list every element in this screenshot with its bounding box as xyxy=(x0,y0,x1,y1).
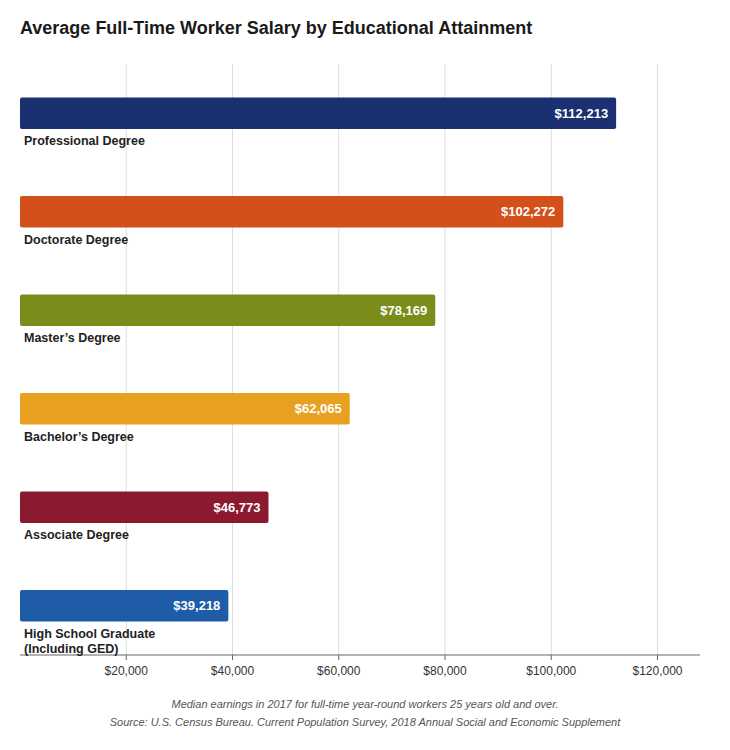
title: Average Full-Time Worker Salary by Educa… xyxy=(20,18,532,38)
bar xyxy=(20,491,268,523)
category-label: Doctorate Degree xyxy=(24,233,128,247)
category-label: High School Graduate(Including GED) xyxy=(24,627,155,656)
tick-label: $80,000 xyxy=(423,664,467,678)
data-label: $39,218 xyxy=(173,598,220,613)
category-label-line: Master’s Degree xyxy=(24,331,121,345)
tick-label: $20,000 xyxy=(105,664,149,678)
grid-line xyxy=(232,64,233,655)
bar xyxy=(20,97,616,129)
data-label: $46,773 xyxy=(213,500,260,515)
data-label: $78,169 xyxy=(380,303,427,318)
grid-line xyxy=(551,64,552,655)
tick-label: $100,000 xyxy=(526,664,576,678)
data-label: $62,065 xyxy=(295,401,342,416)
category-label-line: (Including GED) xyxy=(24,642,118,656)
category-label: Master’s Degree xyxy=(24,331,121,345)
chart: Average Full-Time Worker Salary by Educa… xyxy=(0,0,730,750)
category-label-line: Professional Degree xyxy=(24,134,145,148)
tick-label: $120,000 xyxy=(632,664,682,678)
x-tick-labels: $20,000 $40,000 $60,000 $80,000 $100,000 $120… xyxy=(105,655,683,678)
grid xyxy=(126,64,657,655)
tick-mark xyxy=(126,655,127,660)
bar xyxy=(20,294,435,326)
grid-line xyxy=(445,64,446,655)
tick-mark xyxy=(551,655,552,660)
grid-line xyxy=(126,64,127,655)
bar xyxy=(20,393,350,425)
tick-mark xyxy=(445,655,446,660)
footnote: Source: U.S. Census Bureau. Current Popu… xyxy=(110,716,622,728)
tick-mark xyxy=(657,655,658,660)
tick-mark xyxy=(338,655,339,660)
category-label-line: Doctorate Degree xyxy=(24,233,128,247)
bar xyxy=(20,590,228,622)
grid-line xyxy=(657,64,658,655)
labels: $39,218 High School Graduate(Including GE… xyxy=(24,106,608,656)
data-label: $112,213 xyxy=(555,106,609,121)
category-label: Bachelor’s Degree xyxy=(24,430,134,444)
category-label: Associate Degree xyxy=(24,528,129,542)
tick-label: $40,000 xyxy=(211,664,255,678)
data-label: $102,272 xyxy=(501,204,555,219)
category-label-line: High School Graduate xyxy=(24,627,155,641)
category-label: Professional Degree xyxy=(24,134,145,148)
x-axis-line xyxy=(20,655,700,656)
category-label-line: Associate Degree xyxy=(24,528,129,542)
tick-label: $60,000 xyxy=(317,664,361,678)
grid-line xyxy=(338,64,339,655)
category-label-line: Bachelor’s Degree xyxy=(24,430,134,444)
bar xyxy=(20,196,563,228)
bars xyxy=(20,97,616,621)
tick-mark xyxy=(232,655,233,660)
footnote: Median earnings in 2017 for full-time ye… xyxy=(171,698,558,710)
